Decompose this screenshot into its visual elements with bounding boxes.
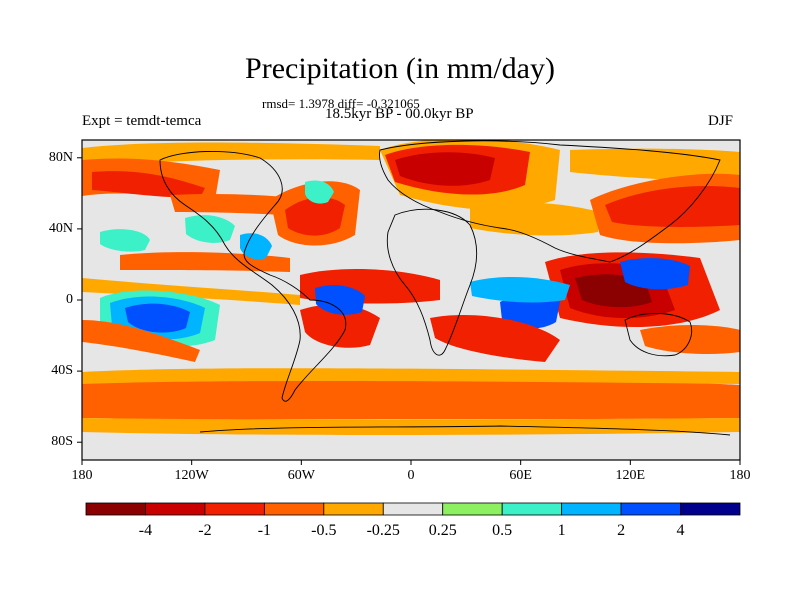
colorbar-swatch bbox=[620, 502, 681, 516]
australia-coast bbox=[624, 312, 693, 357]
field-indian-ocean-band bbox=[470, 276, 570, 303]
colorbar-swatch bbox=[263, 502, 325, 516]
chart-title: Precipitation (in mm/day) bbox=[245, 52, 555, 85]
field-europe-core bbox=[395, 152, 495, 186]
antarctica-coast bbox=[199, 425, 731, 436]
colorbar-label: -0.25 bbox=[366, 522, 400, 539]
americas-coast bbox=[159, 150, 347, 402]
season-label: DJF bbox=[708, 113, 734, 129]
lon-label: 60E bbox=[509, 468, 532, 483]
field-np-wet bbox=[100, 229, 150, 252]
field-arctic-band bbox=[82, 142, 380, 166]
map-field bbox=[82, 140, 740, 460]
lat-label: 0 bbox=[66, 292, 73, 307]
colorbar-swatch bbox=[442, 502, 503, 516]
field-n-atlantic-core bbox=[285, 197, 345, 236]
field-s-africa bbox=[430, 314, 560, 362]
field-gulf-wet bbox=[240, 233, 272, 260]
lon-ticks bbox=[81, 460, 741, 465]
lon-label: 120E bbox=[615, 468, 646, 483]
colorbar-swatch bbox=[145, 502, 206, 516]
lon-label: 60W bbox=[287, 468, 315, 483]
africa-coast bbox=[386, 208, 478, 356]
field-amazon-wet bbox=[315, 285, 365, 315]
colorbar-swatch bbox=[501, 502, 563, 516]
field-itcz-pacific bbox=[120, 252, 290, 272]
lon-label: 0 bbox=[407, 468, 415, 483]
lat-label: 80S bbox=[51, 434, 73, 450]
field-central-asia bbox=[470, 202, 600, 236]
colorbar-label: 2 bbox=[617, 522, 626, 539]
period-label: 18.5kyr BP - 00.0kyr BP bbox=[325, 106, 474, 122]
field-nw-pacific-core bbox=[605, 185, 740, 227]
lon-label: 120W bbox=[174, 468, 209, 483]
colorbar-label: 1 bbox=[557, 522, 566, 539]
lat-label: 40S bbox=[51, 363, 73, 379]
colorbar-label: -4 bbox=[138, 522, 153, 539]
colorbar-label: 4 bbox=[676, 522, 685, 539]
colorbar-label: -2 bbox=[198, 522, 212, 539]
colorbar-swatch bbox=[680, 502, 741, 516]
field-sp-wet-core bbox=[125, 303, 190, 333]
field-s-pacific-red bbox=[82, 320, 200, 362]
field-eq-pacific bbox=[82, 278, 300, 305]
colorbar-label: 0.5 bbox=[492, 522, 513, 539]
colorbar-swatch bbox=[204, 502, 265, 516]
colorbar-label: -0.5 bbox=[311, 522, 337, 539]
lat-label: 40N bbox=[48, 220, 73, 236]
colorbar-label: -1 bbox=[257, 522, 272, 539]
eurasia-coast bbox=[379, 140, 721, 263]
stats-line: rmsd= 1.3978 diff= -0.321065 bbox=[262, 96, 420, 111]
colorbar-swatch bbox=[323, 502, 384, 516]
colorbar-swatch bbox=[382, 502, 444, 516]
field-s-america-red bbox=[300, 304, 380, 348]
lat-label: 80N bbox=[48, 149, 73, 165]
field-north-pacific-core bbox=[92, 171, 205, 198]
field-southern-ocean bbox=[82, 376, 740, 420]
lat-ticks bbox=[77, 157, 82, 443]
colorbar-label: 0.25 bbox=[428, 522, 457, 539]
coastlines bbox=[159, 140, 731, 436]
field-labrador-wet bbox=[305, 180, 334, 204]
colorbar-swatch bbox=[561, 502, 622, 516]
colorbar-swatch bbox=[85, 502, 146, 516]
colorbar bbox=[85, 502, 741, 516]
lon-label: 180 bbox=[71, 468, 93, 483]
lon-label: 180 bbox=[729, 468, 751, 483]
field-southern-ocean-edge bbox=[82, 368, 740, 384]
field-na-wet bbox=[185, 215, 235, 243]
field-w-pacific-wet bbox=[620, 258, 690, 290]
field-indian-ocean-wet bbox=[500, 294, 560, 329]
experiment-label: Expt = temdt-temca bbox=[82, 113, 202, 129]
